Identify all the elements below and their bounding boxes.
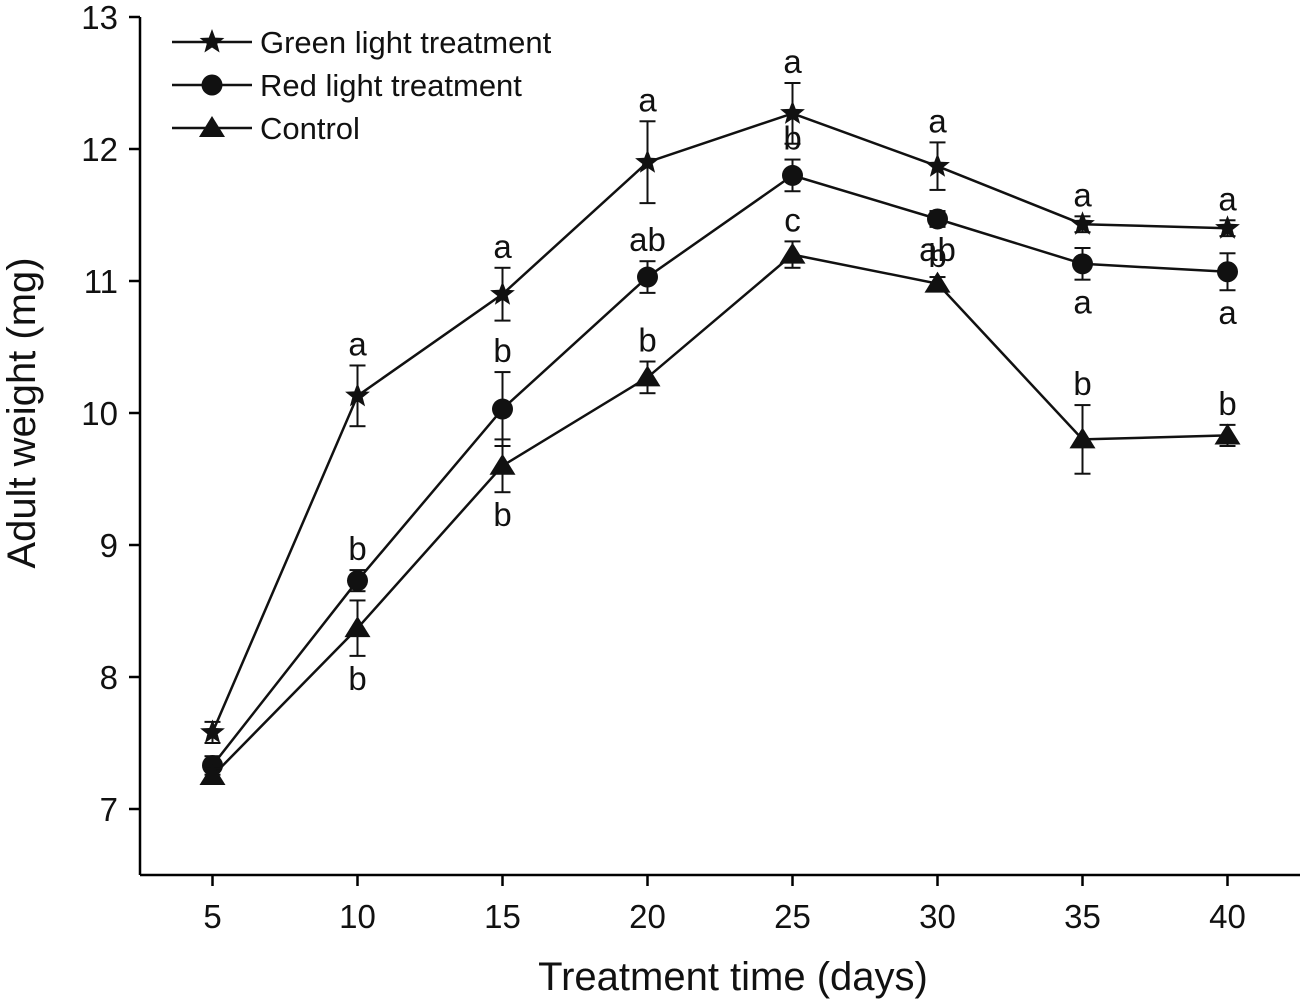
significance-label: a bbox=[928, 102, 947, 139]
legend-label: Green light treatment bbox=[260, 25, 552, 60]
data-point bbox=[782, 164, 803, 186]
x-axis-title: Treatment time (days) bbox=[538, 955, 928, 999]
legend: Green light treatment Red light treatment… bbox=[172, 25, 552, 146]
data-point bbox=[345, 382, 370, 407]
x-tick-label: 30 bbox=[919, 898, 956, 935]
significance-label: a bbox=[493, 228, 512, 265]
data-point bbox=[1217, 261, 1238, 283]
legend-marker bbox=[201, 74, 223, 96]
significance-label: b bbox=[348, 660, 366, 697]
data-point bbox=[492, 398, 513, 420]
data-point bbox=[637, 266, 658, 288]
series-line bbox=[211, 112, 1228, 733]
legend-item: Control bbox=[172, 111, 360, 146]
significance-label: a bbox=[1218, 294, 1237, 331]
legend-item: Red light treatment bbox=[172, 68, 522, 103]
x-tick-label: 40 bbox=[1209, 898, 1246, 935]
y-tick-label: 10 bbox=[81, 395, 118, 432]
significance-label: a bbox=[1073, 284, 1092, 321]
significance-label: c bbox=[784, 201, 801, 238]
y-tick-label: 7 bbox=[100, 791, 118, 828]
x-ticks: 5 10 15 20 25 30 35 40 bbox=[203, 875, 1246, 935]
legend-marker bbox=[199, 116, 225, 137]
legend-item: Green light treatment bbox=[172, 25, 552, 60]
data-point bbox=[199, 764, 226, 785]
y-tick-label: 8 bbox=[100, 659, 118, 696]
data-point bbox=[634, 365, 661, 387]
data-point bbox=[347, 570, 368, 592]
y-tick-label: 13 bbox=[81, 0, 118, 36]
y-ticks: 7 8 9 10 11 12 13 bbox=[81, 0, 140, 828]
significance-label: b bbox=[493, 332, 511, 369]
data-point bbox=[780, 100, 805, 124]
significance-label: ab bbox=[919, 231, 956, 268]
data-point bbox=[344, 616, 371, 638]
x-tick-label: 5 bbox=[203, 898, 221, 935]
significance-label: b bbox=[493, 496, 511, 533]
series-triangle: b b b c b b b bbox=[199, 201, 1241, 785]
significance-label: a bbox=[348, 325, 367, 362]
x-tick-label: 25 bbox=[774, 898, 811, 935]
data-point bbox=[200, 719, 225, 743]
data-point bbox=[779, 242, 806, 264]
significance-label: ab bbox=[629, 221, 666, 258]
legend-label: Red light treatment bbox=[260, 68, 522, 103]
data-point bbox=[635, 149, 660, 173]
legend-marker bbox=[199, 29, 225, 53]
data-point bbox=[1215, 215, 1240, 239]
significance-label: a bbox=[1073, 176, 1092, 213]
significance-label: a bbox=[783, 43, 802, 80]
y-tick-label: 11 bbox=[84, 263, 118, 300]
data-point bbox=[925, 153, 950, 177]
y-tick-label: 9 bbox=[100, 527, 118, 564]
x-tick-label: 10 bbox=[339, 898, 376, 935]
y-axis-title: Adult weight (mg) bbox=[0, 257, 44, 568]
significance-label: b bbox=[1218, 385, 1236, 422]
data-point bbox=[927, 208, 948, 230]
significance-label: b bbox=[638, 322, 656, 359]
significance-label: b bbox=[783, 120, 801, 157]
data-point bbox=[489, 453, 516, 475]
data-point bbox=[1070, 211, 1095, 235]
series-star: a a a a a a a bbox=[200, 43, 1240, 744]
significance-label: b bbox=[1073, 365, 1091, 402]
data-point bbox=[1069, 427, 1096, 449]
x-tick-label: 20 bbox=[629, 898, 666, 935]
x-tick-label: 15 bbox=[484, 898, 521, 935]
significance-label: a bbox=[638, 81, 657, 118]
significance-label: b bbox=[348, 530, 366, 567]
data-point bbox=[490, 281, 515, 305]
data-point bbox=[1072, 253, 1093, 275]
significance-label: a bbox=[1218, 180, 1237, 217]
y-tick-label: 12 bbox=[81, 131, 118, 168]
series-line bbox=[211, 174, 1228, 767]
legend-label: Control bbox=[260, 111, 360, 146]
axes bbox=[138, 17, 1300, 877]
data-point bbox=[1214, 423, 1241, 445]
series-line bbox=[211, 253, 1228, 777]
x-tick-label: 35 bbox=[1064, 898, 1101, 935]
significance-label: b bbox=[928, 237, 946, 274]
data-point bbox=[924, 271, 951, 293]
